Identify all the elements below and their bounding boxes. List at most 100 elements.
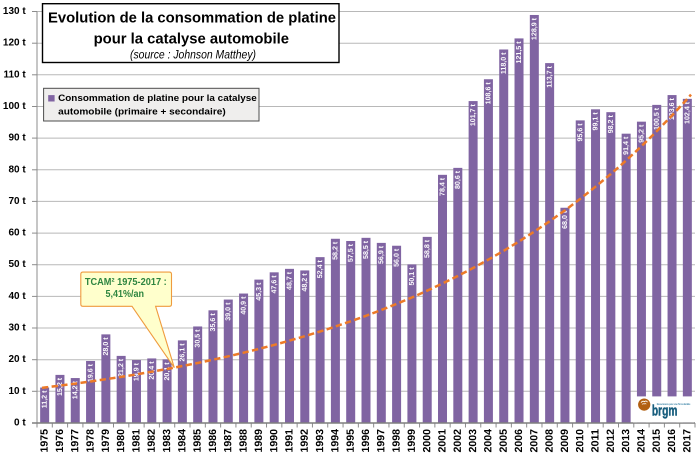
svg-text:100 t: 100 t xyxy=(3,101,26,112)
svg-text:automobile (primaire + seconda: automobile (primaire + secondaire) xyxy=(58,107,226,117)
svg-text:Consommation de platine pour l: Consommation de platine pour la catalyse xyxy=(58,93,257,103)
svg-text:48,2 t: 48,2 t xyxy=(301,273,309,292)
svg-text:1975: 1975 xyxy=(39,429,51,453)
svg-text:99,1 t: 99,1 t xyxy=(592,112,600,131)
svg-text:2008: 2008 xyxy=(544,429,556,453)
svg-text:2004: 2004 xyxy=(482,429,494,453)
svg-text:1999: 1999 xyxy=(406,429,418,453)
svg-text:2002: 2002 xyxy=(452,429,464,453)
svg-text:20,4 t: 20,4 t xyxy=(148,361,156,380)
svg-text:2005: 2005 xyxy=(498,429,510,453)
svg-text:2009: 2009 xyxy=(559,429,571,453)
svg-text:1982: 1982 xyxy=(146,429,158,453)
svg-text:brgm: brgm xyxy=(652,404,678,420)
svg-text:Géosciences pour une Terre dur: Géosciences pour une Terre durable xyxy=(657,402,691,406)
svg-text:1990: 1990 xyxy=(268,429,280,453)
svg-text:45,3 t: 45,3 t xyxy=(255,282,263,301)
svg-text:48,7 t: 48,7 t xyxy=(285,271,293,290)
svg-text:78,4 t: 78,4 t xyxy=(439,177,447,196)
svg-text:19,6 t: 19,6 t xyxy=(87,363,95,382)
svg-text:50 t: 50 t xyxy=(8,259,26,270)
svg-text:1994: 1994 xyxy=(329,429,341,453)
svg-text:TCAM² 1975-2017 :: TCAM² 1975-2017 : xyxy=(85,277,167,288)
svg-text:2011: 2011 xyxy=(590,429,602,453)
svg-text:14,2 t: 14,2 t xyxy=(71,380,79,399)
svg-text:10 t: 10 t xyxy=(8,386,26,397)
svg-text:102,4 t: 102,4 t xyxy=(683,101,691,124)
svg-text:2010: 2010 xyxy=(574,429,586,453)
svg-text:130 t: 130 t xyxy=(3,6,26,17)
svg-text:113,7 t: 113,7 t xyxy=(546,65,554,87)
svg-text:2017: 2017 xyxy=(681,429,693,453)
svg-text:2007: 2007 xyxy=(528,429,540,453)
svg-text:50,1 t: 50,1 t xyxy=(408,267,416,286)
svg-text:95,2 t: 95,2 t xyxy=(637,124,645,143)
svg-text:30,5 t: 30,5 t xyxy=(194,329,202,348)
svg-text:70 t: 70 t xyxy=(8,196,26,207)
svg-text:1980: 1980 xyxy=(115,429,127,453)
svg-text:21,2 t: 21,2 t xyxy=(117,358,125,377)
svg-text:101,7 t: 101,7 t xyxy=(469,103,477,126)
svg-text:11,2 t: 11,2 t xyxy=(41,390,49,408)
svg-text:121,5 t: 121,5 t xyxy=(515,41,523,64)
svg-text:1986: 1986 xyxy=(207,429,219,453)
svg-text:1992: 1992 xyxy=(299,429,311,453)
svg-text:2006: 2006 xyxy=(513,429,525,453)
svg-text:2012: 2012 xyxy=(605,429,617,453)
svg-text:58,8 t: 58,8 t xyxy=(423,239,431,258)
svg-text:2016: 2016 xyxy=(666,429,678,453)
svg-text:20 t: 20 t xyxy=(8,354,26,365)
svg-text:1984: 1984 xyxy=(176,429,188,453)
svg-text:1996: 1996 xyxy=(360,429,372,453)
svg-text:56,9 t: 56,9 t xyxy=(377,245,385,264)
svg-text:40,9 t: 40,9 t xyxy=(240,296,248,315)
svg-text:103,6 t: 103,6 t xyxy=(668,97,676,120)
svg-text:1995: 1995 xyxy=(345,429,357,453)
svg-text:100,5 t: 100,5 t xyxy=(653,107,661,130)
svg-text:1978: 1978 xyxy=(85,429,97,453)
svg-text:26,1 t: 26,1 t xyxy=(178,343,186,362)
svg-text:1988: 1988 xyxy=(238,429,250,453)
svg-text:1981: 1981 xyxy=(130,429,142,453)
svg-text:56,0 t: 56,0 t xyxy=(393,248,401,267)
svg-text:98,2 t: 98,2 t xyxy=(607,115,615,134)
svg-text:52,4 t: 52,4 t xyxy=(316,259,324,278)
svg-text:118,0 t: 118,0 t xyxy=(500,52,508,74)
svg-text:1985: 1985 xyxy=(192,429,204,453)
svg-text:1979: 1979 xyxy=(100,429,112,453)
svg-text:2003: 2003 xyxy=(467,429,479,453)
svg-text:68,0 t: 68,0 t xyxy=(561,210,569,229)
svg-text:95,6 t: 95,6 t xyxy=(576,123,584,142)
svg-text:91,4 t: 91,4 t xyxy=(622,136,630,155)
svg-text:40 t: 40 t xyxy=(8,291,26,302)
svg-text:80 t: 80 t xyxy=(8,164,26,175)
svg-text:1977: 1977 xyxy=(69,429,81,453)
svg-text:110 t: 110 t xyxy=(3,69,26,80)
svg-text:2014: 2014 xyxy=(635,429,647,453)
svg-text:30 t: 30 t xyxy=(8,323,26,334)
svg-text:1989: 1989 xyxy=(253,429,265,453)
svg-text:2013: 2013 xyxy=(620,429,632,453)
svg-text:0 t: 0 t xyxy=(14,418,26,429)
svg-text:1987: 1987 xyxy=(222,429,234,453)
svg-text:2015: 2015 xyxy=(651,429,663,453)
svg-text:58,5 t: 58,5 t xyxy=(362,240,370,259)
svg-text:120 t: 120 t xyxy=(3,38,26,49)
svg-text:58,2 t: 58,2 t xyxy=(331,241,339,260)
svg-text:60 t: 60 t xyxy=(8,228,26,239)
svg-text:19,9 t: 19,9 t xyxy=(132,362,140,381)
svg-text:35,6 t: 35,6 t xyxy=(209,313,217,332)
svg-text:47,6 t: 47,6 t xyxy=(270,275,278,294)
svg-text:pour la catalyse automobile: pour la catalyse automobile xyxy=(94,32,289,48)
svg-text:128,9 t: 128,9 t xyxy=(530,17,538,40)
svg-text:2000: 2000 xyxy=(421,429,433,453)
svg-text:2001: 2001 xyxy=(437,429,449,453)
svg-text:1997: 1997 xyxy=(375,429,387,453)
svg-text:80,6 t: 80,6 t xyxy=(454,170,462,189)
svg-text:1983: 1983 xyxy=(161,429,173,453)
svg-text:5,41%/an: 5,41%/an xyxy=(106,289,145,300)
svg-text:20,1 t: 20,1 t xyxy=(163,362,171,381)
svg-text:Evolution de la consommation d: Evolution de la consommation de platine xyxy=(48,10,336,26)
svg-text:39,0 t: 39,0 t xyxy=(224,302,232,321)
svg-text:1993: 1993 xyxy=(314,429,326,453)
